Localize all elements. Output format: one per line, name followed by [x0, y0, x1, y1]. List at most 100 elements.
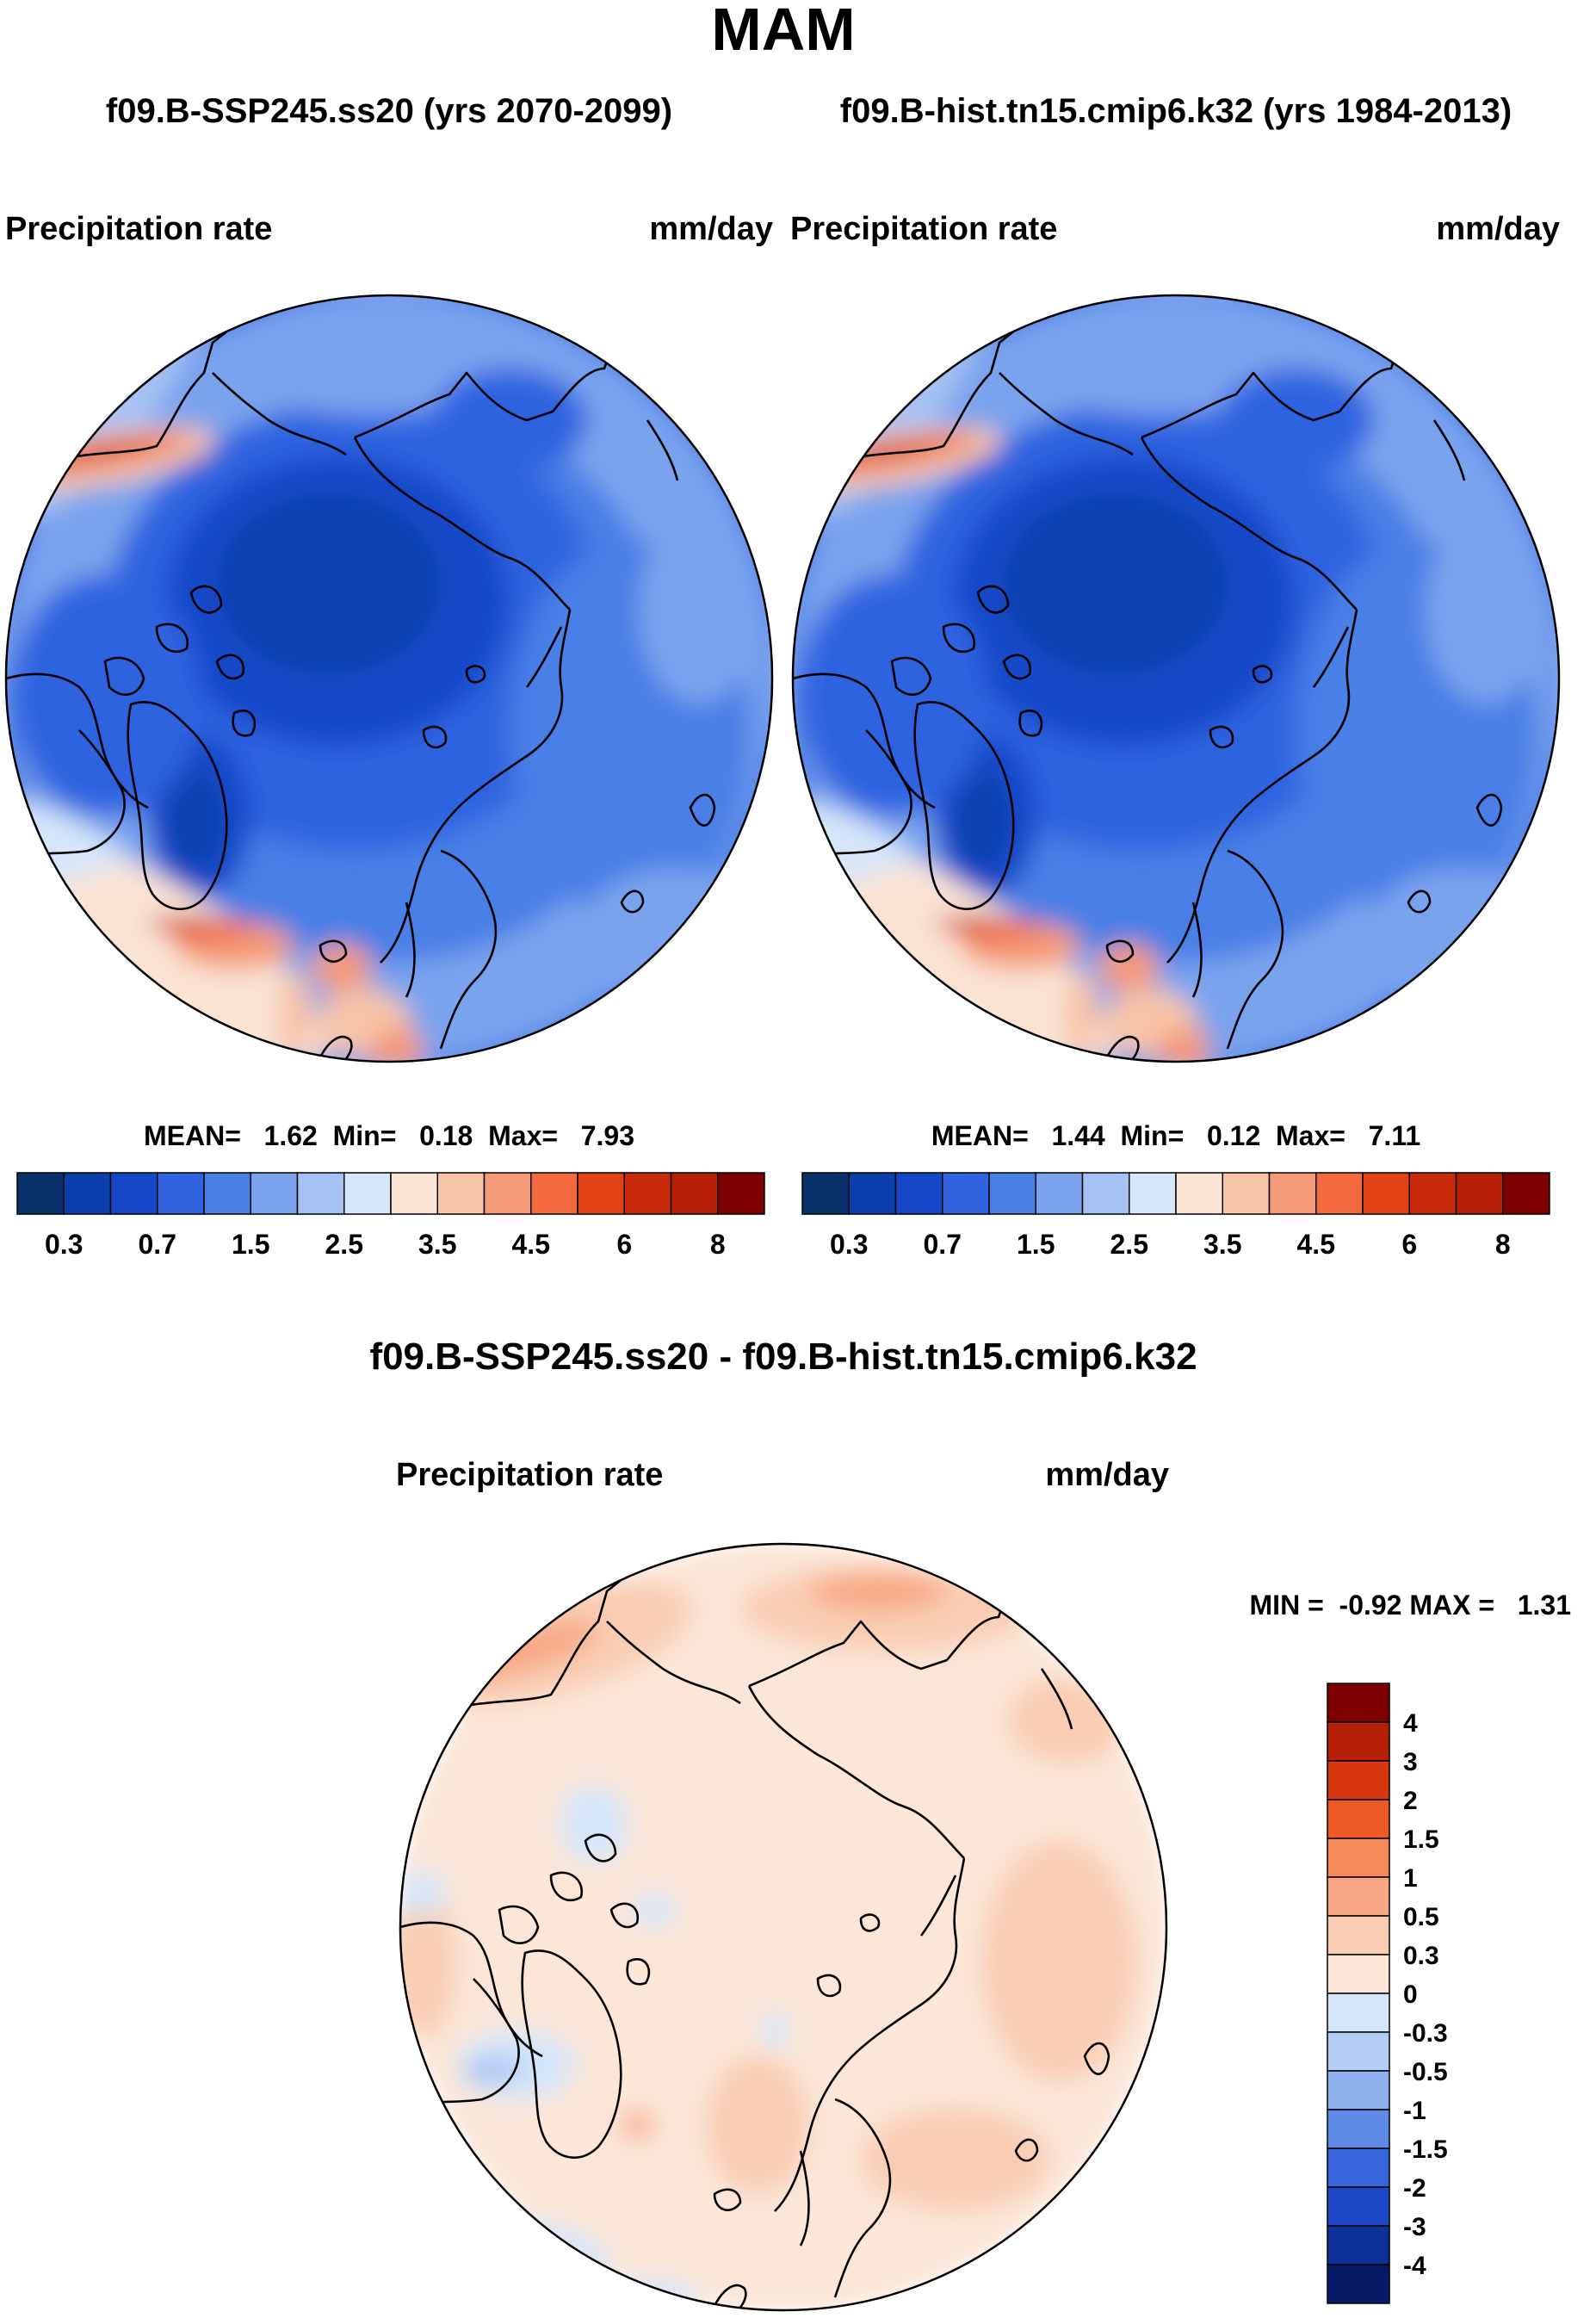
right-polar-map [793, 295, 1559, 1062]
diff-colorbar-box [1327, 1954, 1390, 1994]
diff-colorbar-box [1327, 2264, 1390, 2304]
diff-colorbar-label: 1.5 [1403, 1825, 1439, 1854]
left-units-label: mm/day [649, 211, 773, 247]
left-colorbar-box [296, 1172, 345, 1215]
diff-colorbar-label: 0.3 [1403, 1942, 1439, 1970]
right-colorbar-label: 2.5 [1110, 1229, 1148, 1260]
diff-colorbar-box [1327, 2148, 1390, 2188]
diff-colorbar-label: -3 [1403, 2213, 1426, 2241]
subtitle-left: f09.B-SSP245.ss20 (yrs 2070-2099) [106, 92, 672, 130]
left-colorbar: 0.3 0.7 1.5 2.5 3.5 4.5 6 8 [16, 1172, 765, 1260]
right-colorbar: 0.3 0.7 1.5 2.5 3.5 4.5 6 8 [801, 1172, 1550, 1260]
right-colorbar-box [1268, 1172, 1317, 1215]
diff-colorbar-label: 0.5 [1403, 1903, 1439, 1931]
diff-colorbar-box [1327, 2070, 1390, 2110]
left-colorbar-box [577, 1172, 625, 1215]
right-colorbar-box [1408, 1172, 1457, 1215]
right-panel: Precipitation rate mm/day MEAN= 1.44 Min… [790, 211, 1561, 1260]
left-colorbar-label: 0.3 [45, 1229, 83, 1260]
left-colorbar-box [483, 1172, 532, 1215]
left-colorbar-box [250, 1172, 299, 1215]
right-colorbar-label: 0.3 [830, 1229, 868, 1260]
diff-colorbar-label: -0.5 [1403, 2058, 1448, 2086]
right-colorbar-box [1455, 1172, 1504, 1215]
diff-colorbar-label: -0.3 [1403, 2019, 1448, 2048]
diff-colorbar-label: 4 [1403, 1709, 1418, 1738]
right-colorbar-box [942, 1172, 990, 1215]
diff-colorbar-box [1327, 1993, 1390, 2033]
left-colorbar-box [436, 1172, 486, 1215]
left-colorbar-box [717, 1172, 765, 1215]
right-colorbar-box [1502, 1172, 1550, 1215]
left-colorbar-box [670, 1172, 719, 1215]
diff-stats: MIN = -0.92 MAX = 1.31 [1250, 1590, 1571, 1621]
diff-colorbar-label: 2 [1403, 1787, 1418, 1815]
left-map-border [4, 294, 774, 1063]
left-panel: Precipitation rate mm/day MEAN= 1.62 Min… [4, 211, 774, 1260]
left-colorbar-label: 2.5 [325, 1229, 363, 1260]
diff-colorbar-label: -1.5 [1403, 2135, 1448, 2164]
diff-colorbar-label: -1 [1403, 2097, 1426, 2125]
diff-colorbar-box [1327, 1915, 1390, 1955]
left-colorbar-box [390, 1172, 438, 1215]
diff-units-label: mm/day [1045, 1457, 1169, 1493]
left-colorbar-label: 8 [710, 1229, 726, 1260]
right-colorbar-box [1362, 1172, 1410, 1215]
left-polar-map [6, 295, 772, 1062]
diff-colorbar-box [1327, 1838, 1390, 1878]
left-colorbar-box [623, 1172, 672, 1215]
diff-colorbar-box [1327, 1799, 1390, 1839]
diff-colorbar-label: -4 [1403, 2252, 1426, 2280]
diff-colorbar-box [1327, 1683, 1390, 1723]
right-colorbar-box [848, 1172, 897, 1215]
diff-colorbar-box [1327, 1721, 1390, 1762]
left-colorbar-box [530, 1172, 578, 1215]
right-colorbar-label: 4.5 [1297, 1229, 1335, 1260]
left-stats: MEAN= 1.62 Min= 0.18 Max= 7.93 [144, 1120, 634, 1151]
diff-colorbar-box [1327, 2225, 1390, 2265]
left-colorbar-box [343, 1172, 392, 1215]
right-stats: MEAN= 1.44 Min= 0.12 Max= 7.11 [931, 1120, 1420, 1151]
left-colorbar-label: 6 [616, 1229, 632, 1260]
right-colorbar-box [1222, 1172, 1271, 1215]
right-colorbar-box [1129, 1172, 1177, 1215]
right-variable-label: Precipitation rate [790, 211, 1057, 247]
left-colorbar-box [16, 1172, 65, 1215]
right-colorbar-box [1175, 1172, 1223, 1215]
right-colorbar-box [988, 1172, 1036, 1215]
right-colorbar-label: 8 [1495, 1229, 1511, 1260]
left-colorbar-label: 0.7 [139, 1229, 176, 1260]
right-units-label: mm/day [1436, 211, 1560, 247]
diff-colorbar-box [1327, 2031, 1390, 2072]
left-colorbar-box [109, 1172, 158, 1215]
diff-colorbar: 4 3 2 1.5 1 0.5 0.3 0 -0.3 -0.5 -1 -1.5 -2 -3 -4 [1327, 1683, 1448, 2304]
diff-map-border [399, 1542, 1168, 2312]
subtitle-right: f09.B-hist.tn15.cmip6.k32 (yrs 1984-2013… [840, 92, 1512, 130]
left-colorbar-box [203, 1172, 251, 1215]
right-colorbar-box [894, 1172, 943, 1215]
right-colorbar-box [1081, 1172, 1130, 1215]
left-colorbar-label: 3.5 [418, 1229, 456, 1260]
right-colorbar-label: 1.5 [1017, 1229, 1055, 1260]
right-colorbar-box [1315, 1172, 1364, 1215]
diff-colorbar-box [1327, 2109, 1390, 2149]
diff-variable-label: Precipitation rate [396, 1457, 663, 1493]
diff-panel: Precipitation rate mm/day MIN = -0.92 MA… [396, 1457, 1571, 2312]
season-title: MAM [711, 0, 855, 63]
diff-colorbar-label: 1 [1403, 1864, 1418, 1893]
right-map-border [791, 294, 1561, 1063]
diff-colorbar-label: 3 [1403, 1748, 1418, 1776]
right-colorbar-label: 3.5 [1203, 1229, 1241, 1260]
diff-colorbar-label: 0 [1403, 1980, 1418, 2009]
left-colorbar-box [63, 1172, 112, 1215]
left-colorbar-label: 1.5 [232, 1229, 269, 1260]
left-variable-label: Precipitation rate [5, 211, 272, 247]
right-colorbar-label: 6 [1401, 1229, 1417, 1260]
right-colorbar-box [1035, 1172, 1084, 1215]
diff-colorbar-box [1327, 1760, 1390, 1800]
diff-colorbar-label: -2 [1403, 2174, 1426, 2203]
left-colorbar-box [157, 1172, 205, 1215]
right-colorbar-label: 0.7 [924, 1229, 962, 1260]
diff-title: f09.B-SSP245.ss20 - f09.B-hist.tn15.cmip… [369, 1336, 1197, 1378]
